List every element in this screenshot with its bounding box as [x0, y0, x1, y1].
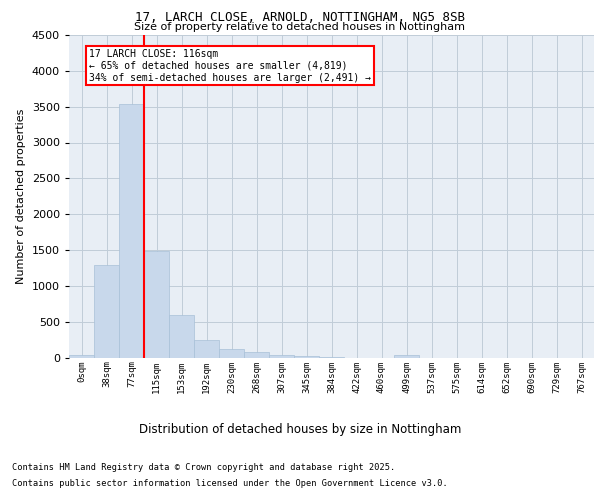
Bar — [294, 356, 319, 358]
Bar — [144, 250, 169, 358]
Bar — [219, 349, 244, 358]
Text: Contains HM Land Registry data © Crown copyright and database right 2025.: Contains HM Land Registry data © Crown c… — [12, 464, 395, 472]
Text: 17, LARCH CLOSE, ARNOLD, NOTTINGHAM, NG5 8SB: 17, LARCH CLOSE, ARNOLD, NOTTINGHAM, NG5… — [135, 11, 465, 24]
Bar — [269, 354, 294, 358]
Text: Size of property relative to detached houses in Nottingham: Size of property relative to detached ho… — [134, 22, 466, 32]
Bar — [394, 354, 419, 358]
Text: Contains public sector information licensed under the Open Government Licence v3: Contains public sector information licen… — [12, 478, 448, 488]
Text: Distribution of detached houses by size in Nottingham: Distribution of detached houses by size … — [139, 422, 461, 436]
Bar — [194, 340, 219, 357]
Bar — [69, 356, 94, 358]
Y-axis label: Number of detached properties: Number of detached properties — [16, 108, 26, 284]
Bar — [169, 314, 194, 358]
Text: 17 LARCH CLOSE: 116sqm
← 65% of detached houses are smaller (4,819)
34% of semi-: 17 LARCH CLOSE: 116sqm ← 65% of detached… — [89, 50, 371, 82]
Bar — [119, 104, 144, 358]
Bar — [244, 352, 269, 358]
Bar — [94, 265, 119, 358]
